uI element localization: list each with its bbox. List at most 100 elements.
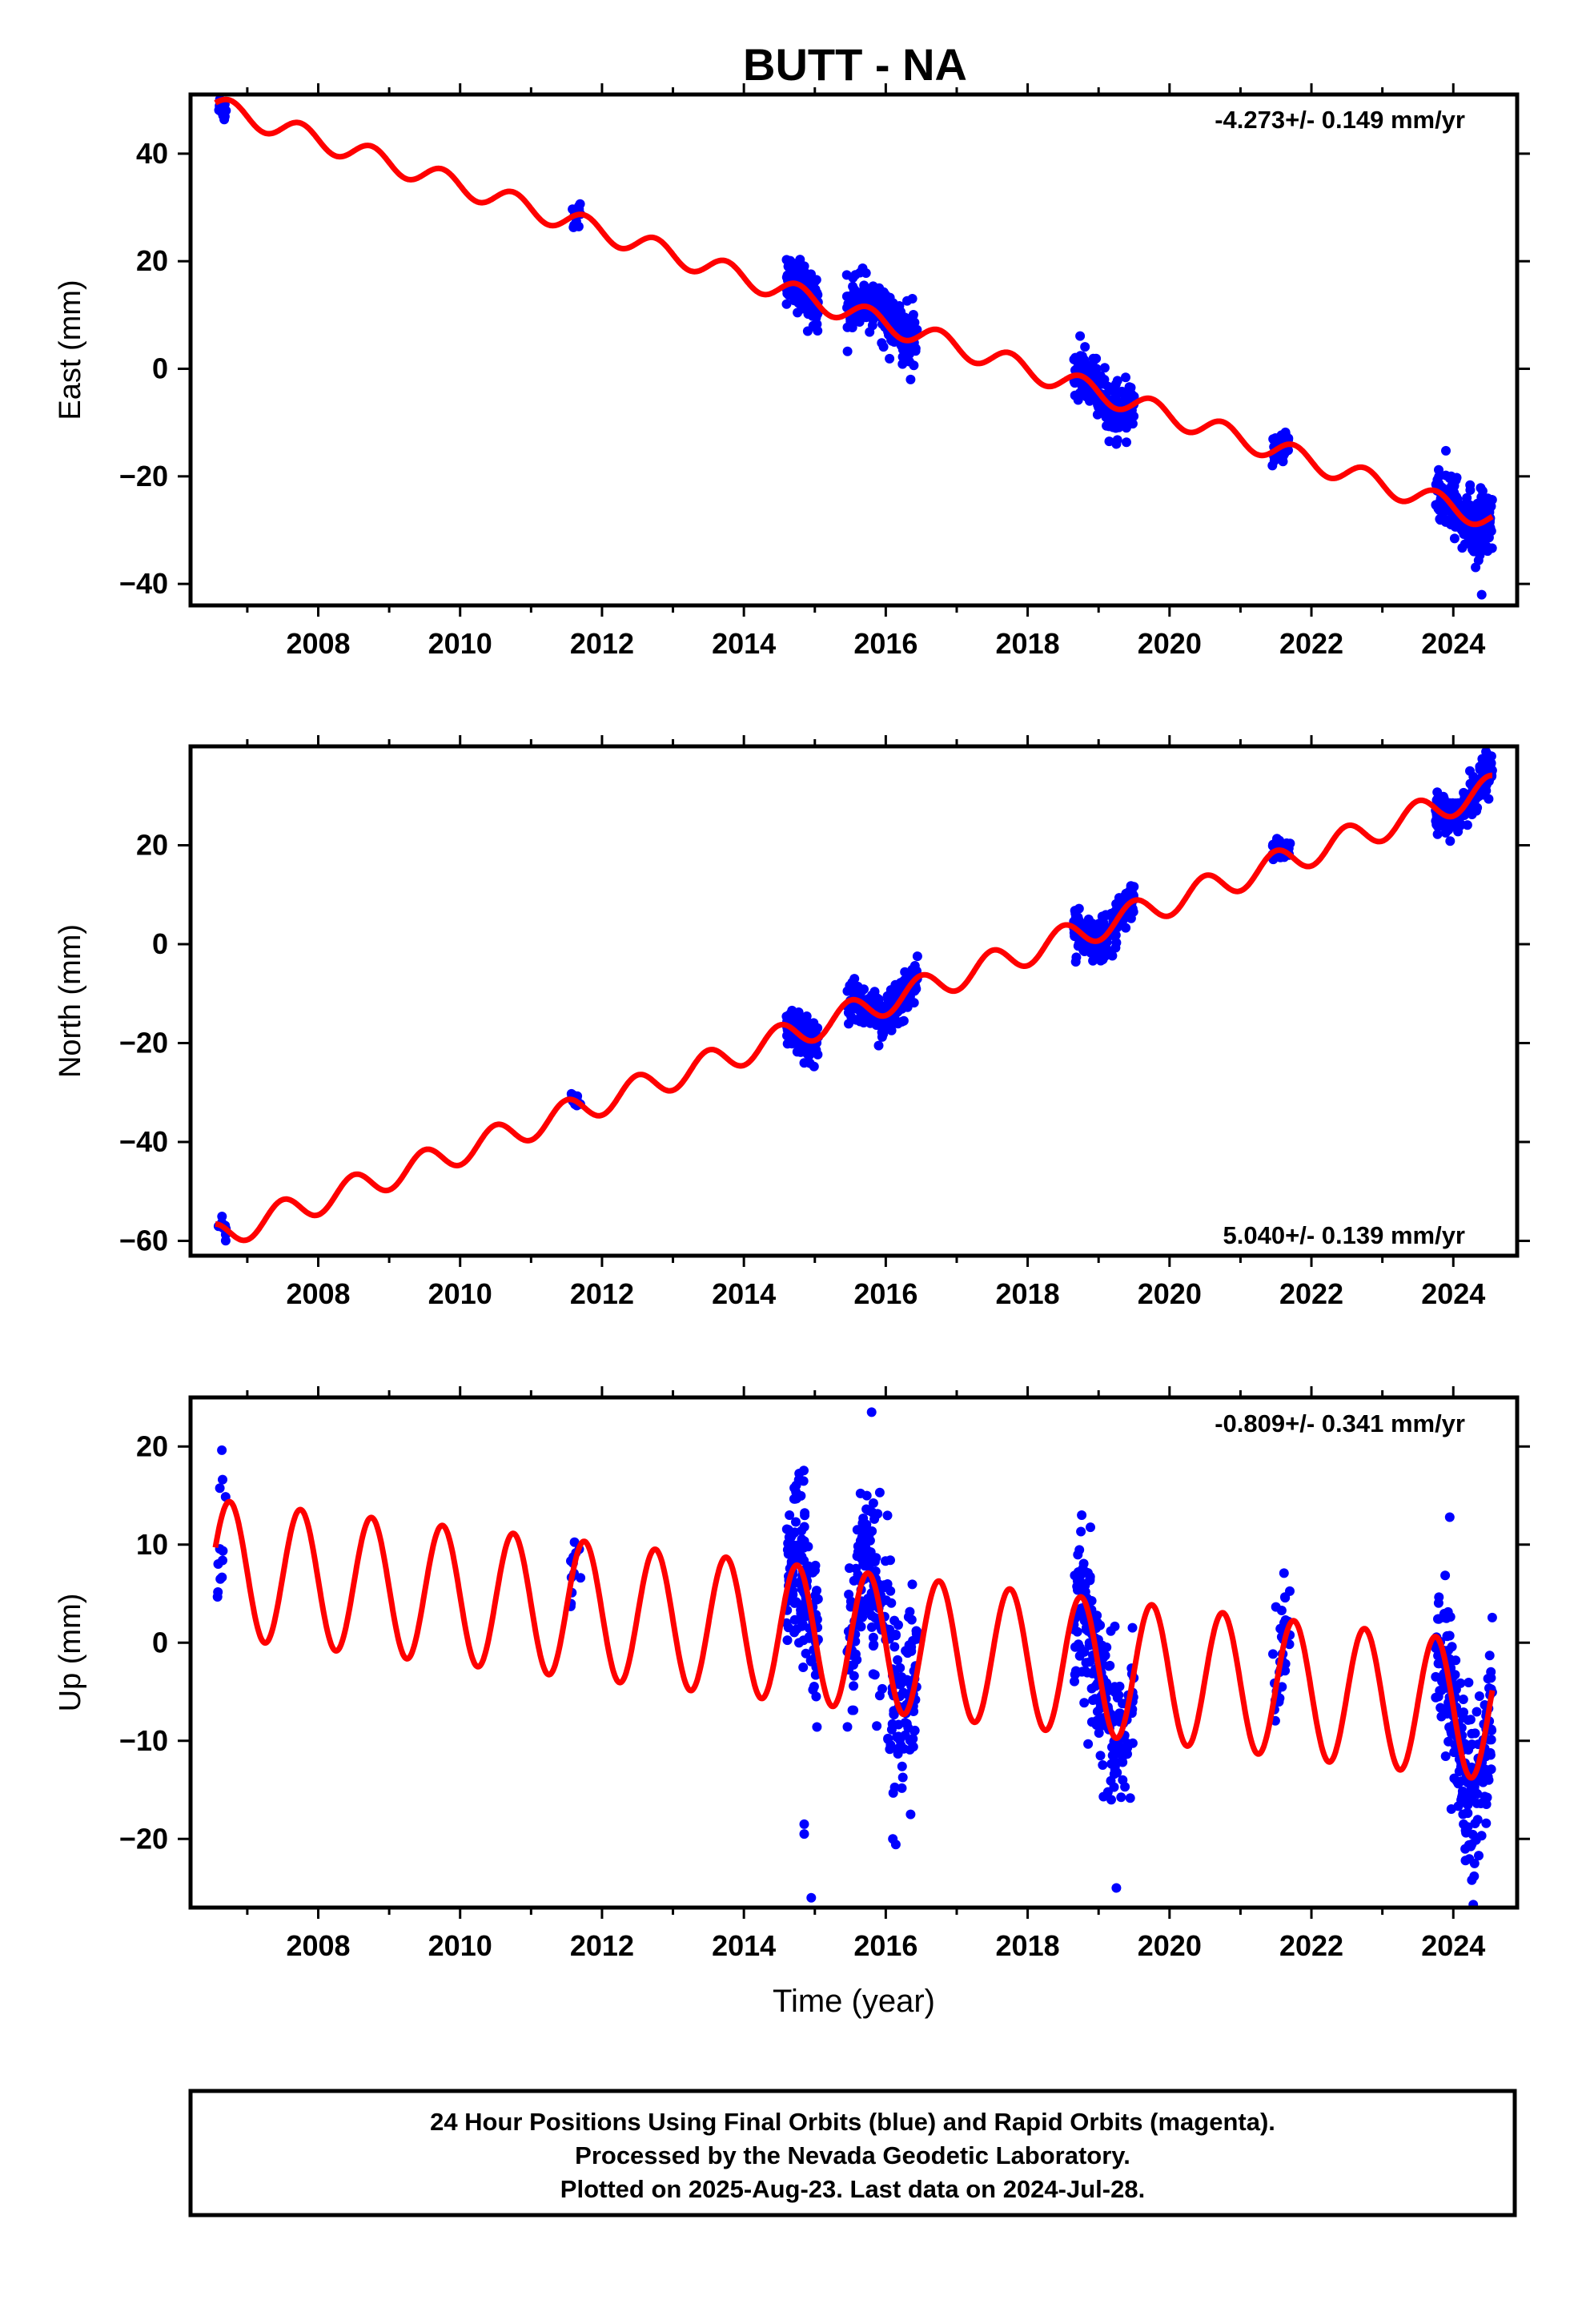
east-data-point: [1106, 383, 1117, 393]
up-data-point: [1457, 1786, 1468, 1796]
east-data-point: [793, 292, 804, 303]
up-data-point: [901, 1719, 912, 1729]
up-data-point: [897, 1761, 907, 1771]
up-data-point: [1082, 1567, 1092, 1578]
north-data-point: [1084, 915, 1094, 926]
north-data-point: [900, 967, 910, 977]
up-data-point: [1474, 1691, 1484, 1701]
up-data-point: [1088, 1695, 1098, 1705]
up-data-point: [797, 1537, 807, 1547]
up-data-point: [865, 1603, 875, 1614]
up-data-point: [1125, 1793, 1135, 1803]
east-data-point: [1484, 533, 1494, 543]
up-data-point: [1440, 1570, 1451, 1581]
north-data-point: [1467, 810, 1477, 819]
up-y-tick-label: 10: [136, 1528, 168, 1561]
east-data-point: [219, 111, 230, 122]
up-data-point: [1077, 1607, 1087, 1618]
up-x-tick-label: 2014: [712, 1929, 776, 1962]
east-data-point: [1471, 537, 1481, 547]
east-y-tick-label: −40: [119, 567, 168, 600]
up-data-point: [798, 1663, 809, 1672]
up-data-point: [879, 1582, 889, 1593]
north-data-point: [1070, 957, 1081, 967]
footer-line-1: 24 Hour Positions Using Final Orbits (bl…: [430, 2108, 1275, 2136]
up-data-point: [849, 1681, 859, 1691]
up-data-point: [215, 1483, 225, 1494]
up-data-point: [1467, 1739, 1477, 1750]
up-data-point: [1127, 1622, 1138, 1633]
east-data-point: [1085, 396, 1094, 406]
east-data-point: [1445, 487, 1456, 497]
up-data-point: [1074, 1545, 1085, 1555]
up-data-point: [842, 1722, 853, 1732]
up-x-tick-label: 2010: [428, 1929, 492, 1962]
up-panel: 2008 2010 2012 2014 2016 2018 2020 2022 20242010…: [54, 1386, 1530, 2019]
up-data-point: [808, 1685, 818, 1695]
up-data-point: [218, 1474, 227, 1485]
up-plot-area: [212, 1407, 1497, 1908]
up-data-point: [862, 1533, 873, 1543]
footer-line-2: Processed by the Nevada Geodetic Laborat…: [575, 2141, 1130, 2169]
up-data-point: [911, 1629, 921, 1639]
up-data-point: [889, 1615, 900, 1626]
east-data-point: [1070, 378, 1080, 388]
up-data-point: [1077, 1510, 1087, 1520]
up-data-point: [1467, 1875, 1477, 1885]
east-data-point: [807, 305, 817, 316]
east-x-tick-label: 2024: [1421, 627, 1485, 660]
up-data-point: [810, 1565, 820, 1575]
east-data-point: [1087, 359, 1098, 369]
north-data-point: [1443, 805, 1454, 815]
up-data-point: [789, 1627, 800, 1638]
up-data-point: [874, 1691, 885, 1701]
up-data-point: [1083, 1739, 1094, 1749]
north-data-point: [809, 1061, 819, 1072]
up-data-point: [213, 1559, 223, 1569]
east-data-point: [902, 296, 912, 306]
north-data-point: [902, 1002, 913, 1012]
north-data-point: [1107, 951, 1118, 961]
up-data-point: [1460, 1844, 1471, 1854]
up-y-tick-label: −10: [119, 1724, 168, 1757]
up-data-point: [1118, 1775, 1128, 1785]
up-data-point: [904, 1640, 914, 1651]
up-data-point: [1118, 1757, 1128, 1767]
up-data-point: [1476, 1799, 1486, 1808]
east-data-point: [1446, 471, 1456, 481]
up-data-point: [855, 1488, 865, 1498]
north-data-point: [877, 1031, 887, 1042]
up-data-point: [797, 1526, 807, 1536]
east-data-point: [1432, 475, 1443, 485]
north-data-point: [1484, 794, 1494, 804]
up-data-point: [569, 1537, 580, 1547]
up-data-point: [1085, 1657, 1095, 1667]
east-data-point: [1099, 363, 1110, 373]
north-data-point: [845, 980, 855, 991]
up-data-point: [1458, 1695, 1468, 1704]
up-data-point: [868, 1669, 878, 1679]
up-data-point: [215, 1574, 226, 1584]
up-data-point: [1484, 1775, 1494, 1785]
up-data-point: [1440, 1751, 1451, 1761]
east-data-point: [1484, 505, 1495, 516]
east-data-point: [1434, 464, 1443, 475]
up-data-point: [887, 1719, 897, 1729]
east-data-point: [848, 272, 858, 283]
east-data-point: [1450, 521, 1460, 532]
up-data-point: [1086, 1522, 1095, 1533]
figure-title: BUTT - NA: [743, 39, 967, 90]
up-data-point: [1465, 1715, 1476, 1725]
up-data-point: [1078, 1667, 1088, 1677]
up-data-point: [1458, 1809, 1468, 1819]
east-data-point: [852, 311, 862, 321]
east-data-point: [1483, 493, 1493, 504]
east-data-point: [1089, 367, 1099, 376]
north-x-tick-label: 2018: [996, 1277, 1060, 1310]
up-data-point: [1444, 1512, 1455, 1522]
up-data-point: [1279, 1568, 1289, 1578]
up-data-point: [801, 1648, 811, 1659]
up-data-point: [893, 1655, 903, 1665]
north-data-point: [858, 1018, 869, 1027]
east-data-point: [1078, 380, 1089, 391]
